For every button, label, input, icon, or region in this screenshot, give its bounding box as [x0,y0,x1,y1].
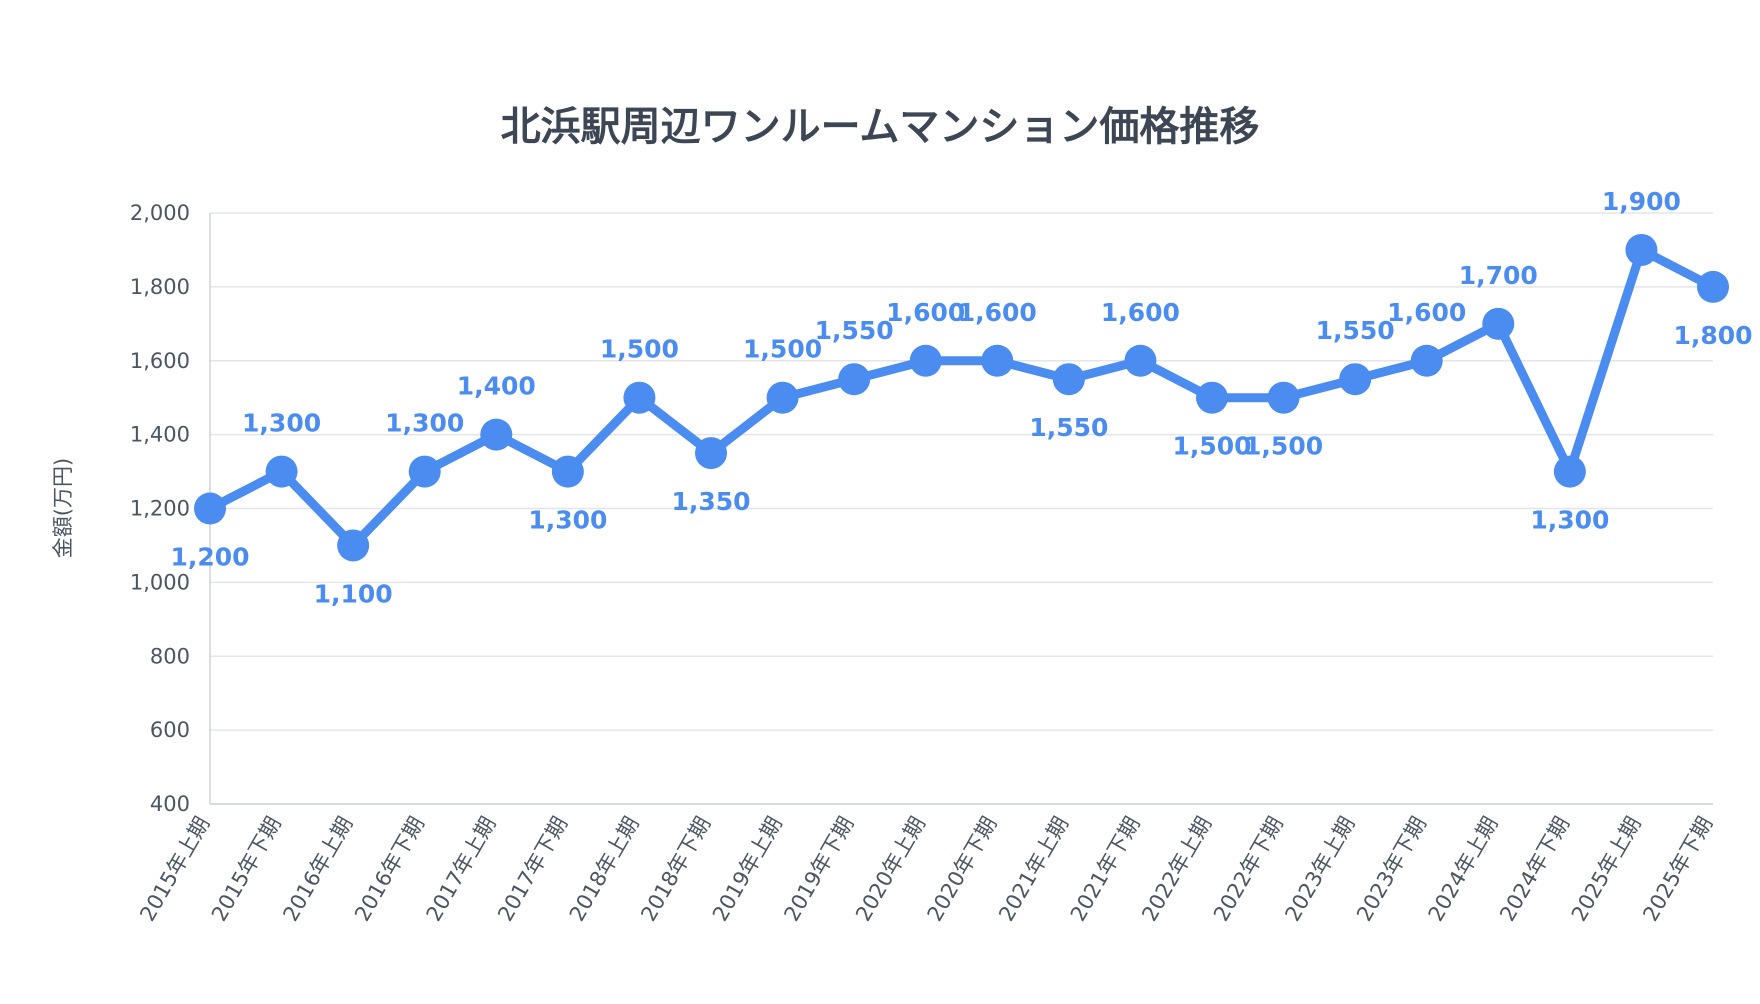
y-tick-label: 2,000 [130,201,190,225]
data-point [1052,363,1085,396]
y-tick-label: 1,600 [130,349,190,373]
data-label: 1,300 [242,409,321,438]
x-tick-label: 2022年下期 [1209,813,1288,926]
data-label: 1,500 [743,335,822,364]
data-point [1124,344,1157,377]
data-label: 1,300 [1530,506,1609,535]
data-point [1625,233,1658,266]
data-label: 1,700 [1459,261,1538,290]
x-tick-label: 2023年上期 [1280,813,1359,926]
y-tick-label: 1,200 [130,497,190,521]
data-label: 1,500 [1172,432,1251,461]
data-point [838,363,871,396]
x-tick-label: 2023年下期 [1352,813,1431,926]
series-line [205,245,1718,550]
data-point [337,529,370,562]
x-tick-label: 2022年上期 [1137,813,1216,926]
data-label: 1,300 [385,409,464,438]
data-label: 1,350 [671,487,750,516]
x-tick-label: 2016年上期 [278,813,357,926]
x-tick-label: 2019年上期 [708,813,787,926]
data-point [1267,381,1300,414]
x-tick-label: 2017年上期 [422,813,501,926]
data-label: 1,100 [314,579,393,608]
data-point [1697,270,1729,303]
data-label: 1,400 [457,372,536,401]
x-tick-label: 2019年下期 [779,813,858,926]
x-tick-label: 2015年上期 [135,813,214,926]
x-tick-label: 2020年下期 [923,812,1002,925]
data-label: 1,550 [1029,413,1108,442]
data-label: 1,900 [1602,187,1681,216]
data-point [981,344,1014,377]
data-labels: 1,200 1,300 1,100 1,300 1,400 1,300 1,500 1,350… [170,187,1752,609]
data-label: 1,550 [1316,316,1395,345]
data-label: 1,600 [958,298,1037,327]
x-tick-label: 2024年上期 [1424,813,1503,926]
gridlines [210,212,1713,805]
x-tick-label: 2024年下期 [1495,813,1574,926]
x-tick-label: 2021年上期 [994,813,1073,926]
y-tick-label: 400 [150,792,190,816]
data-point [265,455,298,488]
x-tick-label: 2017年下期 [493,813,572,926]
x-tick-label: 2016年下期 [350,813,429,926]
data-point [194,492,226,525]
data-point [1410,344,1443,377]
data-point [1196,381,1228,414]
data-label: 1,500 [600,335,679,364]
data-point [623,381,656,414]
x-tick-label: 2020年上期 [851,813,930,926]
data-point [766,381,799,414]
x-tick-label: 2018年下期 [636,813,715,926]
data-point [551,455,584,488]
y-tick-label: 1,000 [130,570,190,594]
data-label: 1,200 [170,543,249,572]
data-point [909,344,942,377]
data-label: 1,500 [1244,432,1323,461]
data-point [1553,455,1586,488]
data-point [480,418,513,451]
y-tick-label: 600 [150,718,190,742]
x-axis-ticks: 2015年上期2015年下期2016年上期2016年下期2017年上期2017年… [135,812,1717,925]
y-tick-label: 1,400 [130,423,190,447]
data-point [408,455,441,488]
data-point [695,437,727,470]
x-tick-label: 2018年上期 [565,813,644,926]
x-tick-label: 2025年上期 [1567,813,1646,926]
data-label: 1,600 [1387,298,1466,327]
x-tick-label: 2025年下期 [1638,813,1717,926]
x-tick-label: 2015年下期 [207,813,286,926]
y-tick-label: 1,800 [130,275,190,299]
y-axis-ticks: 400 600 800 1,000 1,200 1,400 1,600 1,800 2,000 [130,201,190,816]
series-line-path [205,245,1718,550]
x-tick-label: 2021年下期 [1066,813,1145,926]
y-tick-label: 800 [150,644,190,668]
data-label: 1,300 [528,506,607,535]
chart-title: 北浜駅周辺ワンルームマンション価格推移 [501,104,1260,150]
data-label: 1,550 [815,316,894,345]
data-label: 1,800 [1673,321,1752,350]
series-points [194,233,1729,562]
data-point [1482,307,1515,340]
data-label: 1,600 [1101,298,1180,327]
y-axis-label: 金額(万円) [51,458,75,558]
data-point [1339,363,1372,396]
data-label: 1,600 [886,298,965,327]
